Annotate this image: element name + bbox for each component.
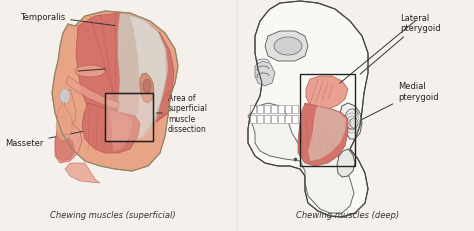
- Bar: [271, 106, 277, 113]
- Bar: [278, 106, 284, 113]
- Polygon shape: [298, 103, 348, 166]
- Polygon shape: [255, 62, 275, 87]
- Bar: [250, 106, 256, 113]
- Polygon shape: [55, 131, 75, 161]
- Ellipse shape: [274, 38, 302, 56]
- Text: Temporalis: Temporalis: [20, 12, 115, 27]
- Bar: [264, 106, 270, 113]
- Bar: [292, 116, 298, 123]
- Polygon shape: [63, 90, 76, 123]
- Polygon shape: [340, 103, 362, 139]
- Polygon shape: [115, 14, 168, 145]
- Text: Lateral
pterygoid: Lateral pterygoid: [360, 14, 441, 75]
- Polygon shape: [52, 12, 178, 171]
- Text: Chewing muscles (deep): Chewing muscles (deep): [296, 210, 400, 219]
- Ellipse shape: [350, 119, 358, 128]
- Bar: [271, 116, 277, 123]
- Polygon shape: [248, 103, 354, 213]
- Polygon shape: [248, 2, 368, 217]
- Text: Chewing muscles (superficial): Chewing muscles (superficial): [50, 210, 176, 219]
- Bar: [285, 116, 291, 123]
- Bar: [278, 116, 284, 123]
- Bar: [257, 116, 263, 123]
- Polygon shape: [66, 77, 120, 109]
- Bar: [264, 116, 270, 123]
- Polygon shape: [108, 109, 132, 152]
- Bar: [292, 106, 298, 113]
- Polygon shape: [265, 32, 308, 62]
- Bar: [285, 106, 291, 113]
- Polygon shape: [65, 163, 100, 183]
- Bar: [105, 94, 153, 141]
- Text: Area of
superficial
muscle
dissection: Area of superficial muscle dissection: [156, 94, 208, 134]
- Polygon shape: [140, 74, 154, 103]
- Bar: [257, 106, 263, 113]
- Polygon shape: [308, 106, 346, 161]
- Polygon shape: [55, 116, 82, 163]
- Polygon shape: [82, 103, 140, 153]
- Polygon shape: [337, 149, 355, 177]
- Bar: [105, 94, 153, 141]
- Text: Medial
pterygoid: Medial pterygoid: [357, 82, 438, 122]
- Ellipse shape: [75, 66, 105, 78]
- Ellipse shape: [60, 90, 70, 103]
- Polygon shape: [128, 17, 166, 143]
- Ellipse shape: [143, 80, 151, 94]
- Bar: [250, 116, 256, 123]
- Polygon shape: [306, 77, 348, 109]
- Bar: [300, 75, 355, 166]
- Polygon shape: [56, 103, 72, 141]
- Polygon shape: [76, 14, 174, 146]
- Text: Masseter: Masseter: [5, 130, 92, 148]
